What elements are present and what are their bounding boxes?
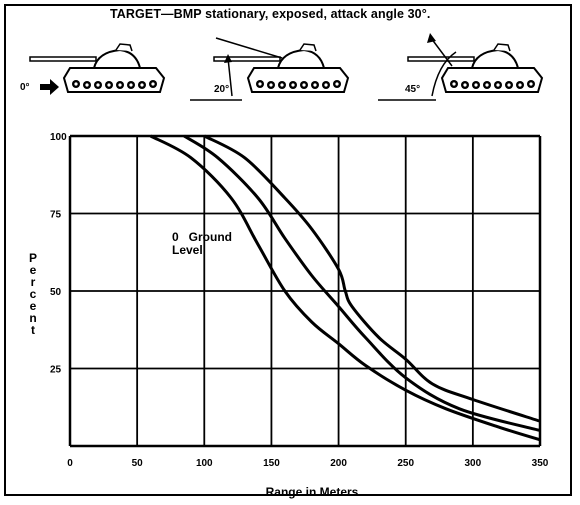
- annotation-ground-level: 0 Ground: [172, 230, 232, 244]
- angle-label-45: 45°: [405, 84, 420, 95]
- series-line-2: [183, 134, 541, 432]
- angle-label-20: 20°: [214, 84, 229, 95]
- series-line-1: [149, 134, 541, 442]
- pointer-line: [215, 37, 283, 59]
- x-tick-label-350: 350: [532, 458, 549, 469]
- series-line-3: [203, 134, 541, 423]
- x-axis-label: Range in Meters: [266, 485, 359, 499]
- x-tick-label-100: 100: [196, 458, 213, 469]
- x-tick-label-200: 200: [330, 458, 347, 469]
- x-tick-label-50: 50: [132, 458, 144, 469]
- tank-illustrations: 0° 20° 45°: [20, 33, 543, 101]
- x-tick-labels: 0 50 100 150 200 250 300 350: [67, 458, 549, 469]
- tank-illustration-0: 0°: [20, 43, 165, 95]
- arrow-right-icon: [40, 79, 59, 95]
- x-tick-label-0: 0: [67, 458, 73, 469]
- y-tick-label-100: 100: [50, 132, 67, 143]
- y-tick-labels: 25 50 75 100: [50, 132, 67, 376]
- y-tick-label-75: 75: [50, 210, 62, 221]
- figure-border: [4, 4, 572, 496]
- angle-label-0: 0°: [20, 82, 30, 93]
- chart-grid: [68, 134, 542, 448]
- chart-series: [149, 134, 541, 442]
- tank-illustration-45: 45°: [378, 33, 543, 101]
- x-tick-label-250: 250: [397, 458, 414, 469]
- arrow-head-icon: [224, 54, 232, 63]
- tank-illustration-20: 20°: [190, 37, 349, 101]
- figure-title: TARGET—BMP stationary, exposed, attack a…: [110, 7, 431, 21]
- x-tick-label-150: 150: [263, 458, 280, 469]
- attack-angle-arrow: [431, 51, 457, 97]
- y-tick-label-25: 25: [50, 365, 62, 376]
- annotation-ground-level-2: Level: [172, 243, 203, 257]
- attack-angle-arrow: [227, 57, 233, 97]
- x-tick-label-300: 300: [465, 458, 482, 469]
- pointer-line: [430, 37, 453, 67]
- y-tick-label-50: 50: [50, 287, 62, 298]
